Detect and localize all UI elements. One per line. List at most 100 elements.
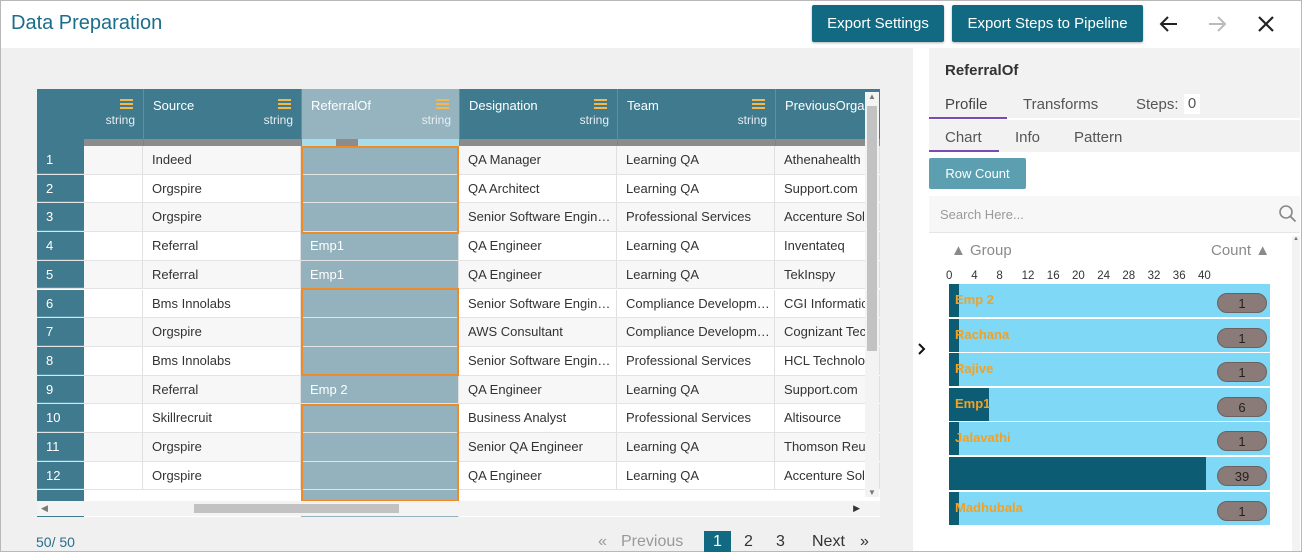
cell-previousorga[interactable]: HCL Technolo: [775, 346, 880, 375]
bar-row[interactable]: Rajive 1: [949, 353, 1270, 388]
table-row[interactable]: 11 Orgspire Senior QA Engineer Learning QA T…: [37, 433, 880, 462]
cell-blank[interactable]: [84, 433, 143, 461]
horizontal-scroll-thumb[interactable]: [194, 504, 399, 513]
cell-blank[interactable]: [84, 375, 143, 404]
table-row[interactable]: 9 Referral Emp 2 QA Engineer Learning QA Supp…: [37, 375, 880, 405]
next-button[interactable]: Next: [812, 533, 845, 550]
search-input[interactable]: Search Here...: [929, 196, 1300, 233]
bar-row[interactable]: Emp 2 1: [949, 284, 1270, 318]
column-menu-icon[interactable]: [436, 99, 449, 109]
cell-team[interactable]: Learning QA: [617, 433, 775, 461]
cell-designation[interactable]: Senior Software Engin…: [459, 289, 617, 318]
vertical-scrollbar[interactable]: ▲ ▼: [865, 92, 879, 497]
table-row[interactable]: 8 Bms Innolabs Senior Software Engin… Profe…: [37, 346, 880, 376]
cell-designation[interactable]: Senior QA Engineer: [459, 433, 617, 461]
cell-previousorga[interactable]: Accenture Sol: [775, 203, 880, 232]
panel-scroll-up-icon[interactable]: ▲: [1293, 236, 1299, 242]
column-menu-icon[interactable]: [752, 99, 765, 109]
cell-source[interactable]: Bms Innolabs: [143, 289, 301, 318]
cell-previousorga[interactable]: CGI Informatic: [775, 289, 880, 318]
cell-source[interactable]: Bms Innolabs: [143, 346, 301, 375]
tab-transforms[interactable]: Transforms: [1023, 96, 1099, 113]
cell-referralof[interactable]: Emp 2: [301, 375, 459, 404]
cell-team[interactable]: Learning QA: [617, 260, 775, 289]
scroll-left-icon[interactable]: ◀: [41, 503, 48, 513]
column-header-index[interactable]: string: [37, 89, 143, 147]
bar-row[interactable]: Madhubala 1: [949, 491, 1270, 526]
table-row[interactable]: 10 Skillrecruit Business Analyst Profession…: [37, 404, 880, 433]
cell-referralof[interactable]: [301, 289, 459, 318]
bar-row[interactable]: Jalavathi 1: [949, 422, 1270, 457]
cell-previousorga[interactable]: Inventateq: [775, 232, 880, 260]
forward-arrow-icon[interactable]: [1205, 12, 1229, 36]
cell-source[interactable]: Orgspire: [143, 433, 301, 461]
cell-team[interactable]: Compliance Developm…: [617, 318, 775, 346]
table-row[interactable]: 2 Orgspire QA Architect Learning QA Support.…: [37, 174, 880, 204]
count-sort-header[interactable]: Count ▲: [1211, 242, 1271, 259]
close-icon[interactable]: [1254, 12, 1278, 36]
export-settings-button[interactable]: Export Settings: [812, 5, 944, 42]
tab-profile[interactable]: Profile: [945, 96, 988, 113]
bar-row[interactable]: 39: [949, 457, 1270, 491]
cell-blank[interactable]: [84, 146, 143, 174]
column-menu-icon[interactable]: [278, 99, 291, 109]
cell-source[interactable]: Orgspire: [143, 174, 301, 203]
column-header-designation[interactable]: Designation string: [459, 89, 617, 147]
tab-steps[interactable]: Steps:: [1136, 96, 1179, 113]
table-row[interactable]: 5 Referral Emp1 QA Engineer Learning QA TekIn…: [37, 260, 880, 290]
group-sort-header[interactable]: ▲ Group: [951, 242, 1012, 259]
cell-team[interactable]: Professional Services: [617, 346, 775, 375]
column-menu-icon[interactable]: [594, 99, 607, 109]
previous-button[interactable]: Previous: [621, 533, 684, 550]
cell-referralof[interactable]: [301, 146, 459, 174]
cell-designation[interactable]: QA Architect: [459, 174, 617, 203]
cell-referralof[interactable]: Emp1: [301, 260, 459, 289]
cell-previousorga[interactable]: TekInspy: [775, 260, 880, 289]
cell-previousorga[interactable]: Altisource: [775, 404, 880, 432]
cell-blank[interactable]: [84, 174, 143, 203]
cell-blank[interactable]: [84, 461, 143, 490]
cell-source[interactable]: Referral: [143, 375, 301, 404]
cell-previousorga[interactable]: Cognizant Tec: [775, 318, 880, 346]
page-2-button[interactable]: 2: [744, 533, 753, 550]
cell-previousorga[interactable]: Athenahealth: [775, 146, 880, 174]
cell-referralof[interactable]: [301, 346, 459, 375]
cell-referralof[interactable]: [301, 318, 459, 346]
cell-source[interactable]: Indeed: [143, 146, 301, 174]
cell-blank[interactable]: [84, 203, 143, 232]
cell-blank[interactable]: [84, 232, 143, 260]
scroll-right-icon[interactable]: ▶: [853, 503, 860, 513]
cell-source[interactable]: Orgspire: [143, 318, 301, 346]
page-1-button[interactable]: 1: [704, 531, 731, 552]
cell-source[interactable]: Skillrecruit: [143, 404, 301, 432]
cell-blank[interactable]: [84, 346, 143, 375]
cell-blank[interactable]: [84, 404, 143, 432]
cell-referralof[interactable]: Emp1: [301, 232, 459, 260]
cell-team[interactable]: Learning QA: [617, 232, 775, 260]
cell-previousorga[interactable]: Support.com: [775, 375, 880, 404]
cell-referralof[interactable]: [301, 461, 459, 490]
tab-chart[interactable]: Chart: [945, 129, 982, 146]
bar-row[interactable]: Rachana 1: [949, 318, 1270, 353]
horizontal-scrollbar[interactable]: ◀ ▶: [37, 501, 880, 516]
column-menu-icon[interactable]: [120, 99, 133, 109]
scroll-up-icon[interactable]: ▲: [868, 92, 876, 101]
cell-referralof[interactable]: [301, 174, 459, 203]
table-row[interactable]: 1 Indeed QA Manager Learning QA Athenahealth: [37, 146, 880, 175]
cell-designation[interactable]: Senior Software Engin…: [459, 203, 617, 232]
cell-designation[interactable]: Business Analyst: [459, 404, 617, 432]
tab-info[interactable]: Info: [1015, 129, 1041, 146]
cell-designation[interactable]: QA Engineer: [459, 232, 617, 260]
bar-row[interactable]: Emp1 6: [949, 387, 1270, 422]
cell-designation[interactable]: QA Engineer: [459, 375, 617, 404]
cell-blank[interactable]: [84, 289, 143, 318]
column-header-source[interactable]: Source string: [143, 89, 301, 147]
cell-designation[interactable]: QA Engineer: [459, 461, 617, 490]
cell-blank[interactable]: [84, 318, 143, 346]
panel-scrollbar[interactable]: ▲: [1292, 236, 1300, 551]
cell-team[interactable]: Learning QA: [617, 375, 775, 404]
chevron-right-icon[interactable]: [915, 340, 929, 358]
tab-pattern[interactable]: Pattern: [1074, 129, 1123, 146]
cell-source[interactable]: Referral: [143, 260, 301, 289]
table-row[interactable]: 12 Orgspire QA Engineer Learning QA Accentur…: [37, 461, 880, 491]
